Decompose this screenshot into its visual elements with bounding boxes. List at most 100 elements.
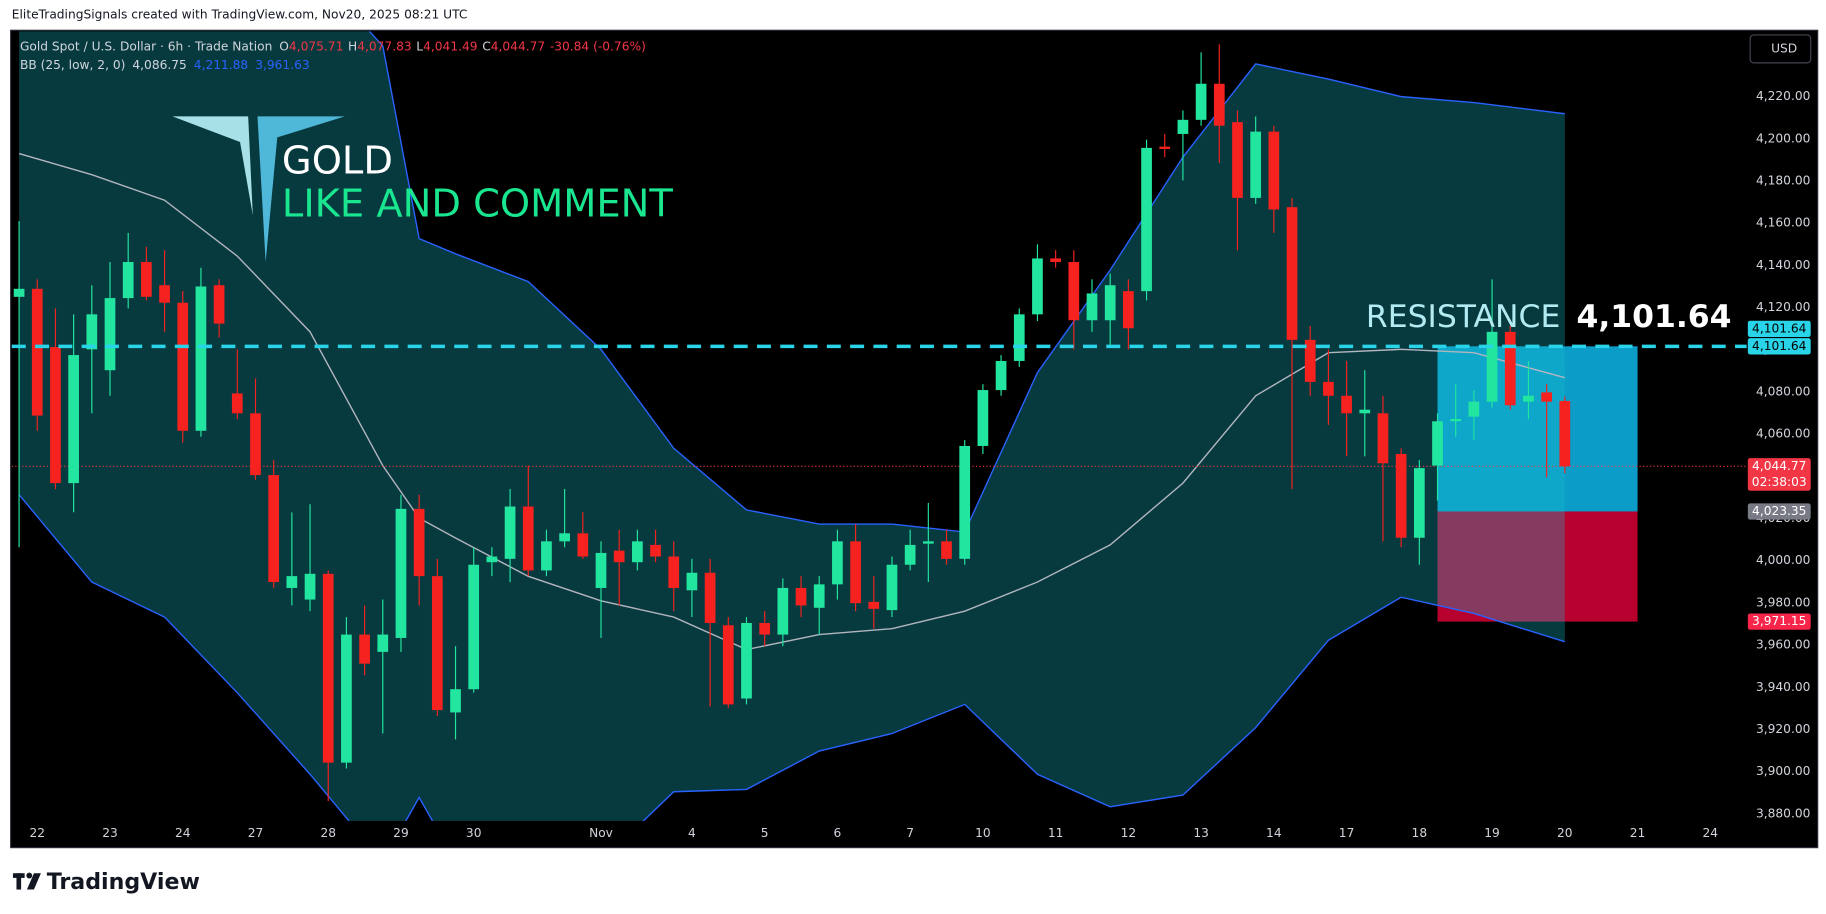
candle-body <box>1486 331 1498 402</box>
x-tick-label: 22 <box>29 826 45 840</box>
candle-body <box>795 587 807 606</box>
candle-body <box>286 576 298 588</box>
candle-body <box>413 508 425 577</box>
band-upper <box>368 31 1565 533</box>
legend-change: -30.84 (-0.76%) <box>550 39 646 53</box>
x-tick-label: 28 <box>320 826 336 840</box>
candle-body <box>431 576 443 711</box>
candle-body <box>68 355 79 484</box>
logo-shape <box>257 116 345 262</box>
candle-body <box>250 413 261 476</box>
x-tick-label: 14 <box>1266 826 1282 840</box>
y-tick-label: 3,980.00 <box>1756 595 1810 609</box>
candle-body <box>1177 119 1189 134</box>
y-tick-label: 3,880.00 <box>1756 806 1810 820</box>
candle-body <box>1432 421 1443 466</box>
legend-symbol-text: Gold Spot / U.S. Dollar · 6h · Trade Nat… <box>20 39 272 53</box>
x-tick-label: 13 <box>1193 826 1209 840</box>
resistance-price-label-box <box>1747 338 1811 355</box>
legend-ohlc-value: 4,041.49 <box>423 39 477 53</box>
resistance-price-label: 4,101.64 <box>1752 339 1807 353</box>
x-tick-label: 23 <box>102 826 118 840</box>
y-tick-label: 3,960.00 <box>1756 638 1810 652</box>
stop-price-label-box <box>1747 613 1811 630</box>
candle-body <box>159 285 170 303</box>
candle-body <box>1468 401 1480 417</box>
y-tick-label: 4,160.00 <box>1756 216 1810 230</box>
candle-body <box>1250 131 1262 198</box>
candle-body <box>632 541 643 563</box>
candle-body <box>1086 293 1098 321</box>
candle-body <box>213 285 225 324</box>
candle-body <box>1104 285 1116 321</box>
x-tick-label: 7 <box>906 826 914 840</box>
candle-body <box>1359 409 1371 414</box>
candle-body <box>304 573 316 600</box>
candle-body <box>922 541 934 544</box>
candle-body <box>704 572 716 623</box>
candle-body <box>322 573 334 763</box>
candle-body <box>1341 395 1352 414</box>
candle-body <box>1504 331 1516 406</box>
candle-body <box>886 564 898 611</box>
candle-body <box>341 634 352 763</box>
position-profit <box>1437 346 1638 512</box>
band-lower <box>18 494 1566 821</box>
candle-body <box>1013 314 1025 361</box>
y-tick-label: 4,000.00 <box>1756 553 1810 567</box>
y-tick-label: 4,140.00 <box>1756 258 1810 272</box>
entry-price-label-box <box>1747 503 1811 520</box>
candle-body <box>686 572 698 591</box>
y-tick-label: 3,940.00 <box>1756 680 1810 694</box>
candle-body <box>613 550 625 563</box>
logo-part <box>16 873 22 890</box>
x-tick-label: 27 <box>248 826 264 840</box>
currency-button[interactable] <box>1749 34 1812 64</box>
y-tick-label: 4,180.00 <box>1756 174 1810 188</box>
x-tick-label: 6 <box>834 826 842 840</box>
candle-body <box>595 552 607 588</box>
candle-body <box>377 634 389 652</box>
candle-body <box>395 508 407 638</box>
y-tick-label: 4,220.00 <box>1756 89 1810 103</box>
x-tick-label: 18 <box>1412 826 1428 840</box>
legend-ohlc-label: C <box>482 39 491 53</box>
candle-body <box>868 601 880 609</box>
currency[interactable]: USD <box>1771 41 1797 55</box>
candle-body <box>995 360 1007 391</box>
stop-price-label: 3,971.15 <box>1752 614 1806 628</box>
x-tick-label: 20 <box>1557 826 1573 840</box>
x-tick-label: 4 <box>688 826 696 840</box>
target-price-label-box <box>1747 320 1811 338</box>
candle-body <box>759 622 771 635</box>
candle-body <box>522 506 534 571</box>
candle-body <box>1195 83 1207 120</box>
candle-body <box>1541 392 1552 402</box>
candle-body <box>1232 122 1243 198</box>
x-tick-label: 10 <box>975 826 991 840</box>
candle-body <box>1268 131 1280 210</box>
y-tick-label: 4,080.00 <box>1756 384 1810 398</box>
position-loss <box>1437 511 1638 622</box>
candle-body <box>468 564 480 690</box>
x-tick-label: 19 <box>1484 826 1500 840</box>
legend-ohlc-label: O <box>279 39 289 53</box>
last-price-label: 4,044.77 <box>1752 459 1806 473</box>
candle-body <box>650 544 661 557</box>
legend-indicator: BB (25, low, 2, 0) 4,086.75 4,211.88 3,961.… <box>20 58 310 72</box>
logo-shape <box>172 116 253 216</box>
x-tick-label: 12 <box>1121 826 1137 840</box>
candle-body <box>1141 147 1152 292</box>
logo-title: GOLD <box>282 139 393 184</box>
candle-body <box>941 541 952 559</box>
legend-ohlc-value: 4,075.71 <box>289 39 343 53</box>
x-tick-label: 17 <box>1339 826 1355 840</box>
y-tick-label: 4,120.00 <box>1756 300 1810 314</box>
candle-body <box>231 393 243 414</box>
entry-price-label: 4,023.35 <box>1752 504 1806 518</box>
candle-body <box>31 288 43 416</box>
x-tick-label: 30 <box>466 826 482 840</box>
logo-part <box>26 873 41 890</box>
candle-body <box>1559 401 1571 467</box>
